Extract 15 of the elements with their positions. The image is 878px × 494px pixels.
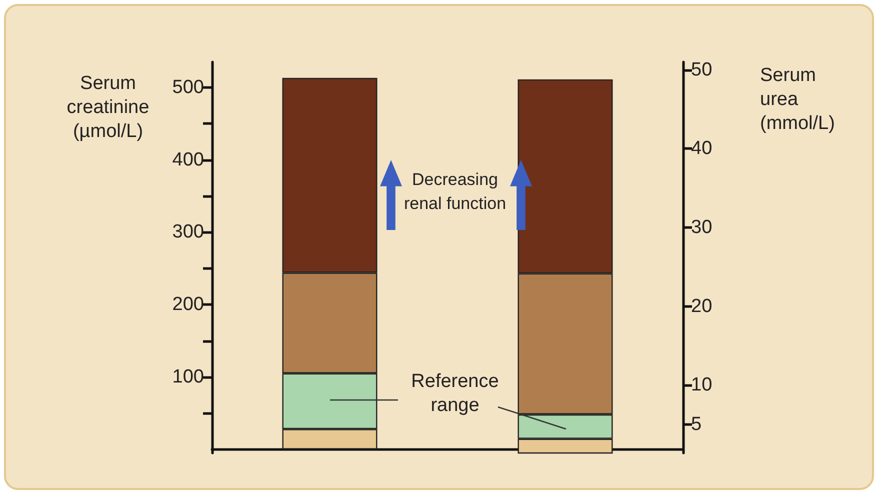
annotation: Reference range bbox=[410, 370, 500, 418]
annotation: Decreasing renal function bbox=[402, 169, 508, 215]
y2-tick-label: 30 bbox=[691, 217, 712, 238]
y2-tick-label: 10 bbox=[691, 374, 712, 396]
y-axis-title: Serum creatinine (µmol/L) bbox=[66, 72, 150, 144]
y2-tick-label: 20 bbox=[691, 296, 712, 317]
y2-tick-label: 5 bbox=[691, 414, 702, 436]
y2-tick-label: 40 bbox=[691, 138, 712, 160]
y-tick-label: 200 bbox=[172, 294, 204, 316]
y-tick-label: 300 bbox=[172, 222, 204, 243]
y-tick-label: 500 bbox=[172, 76, 204, 98]
y-tick-label: 400 bbox=[172, 149, 204, 170]
y2-axis-title: Serum urea (mmol/L) bbox=[760, 64, 836, 136]
y-tick-label: 100 bbox=[172, 366, 204, 388]
y2-tick-label: 50 bbox=[691, 59, 712, 80]
